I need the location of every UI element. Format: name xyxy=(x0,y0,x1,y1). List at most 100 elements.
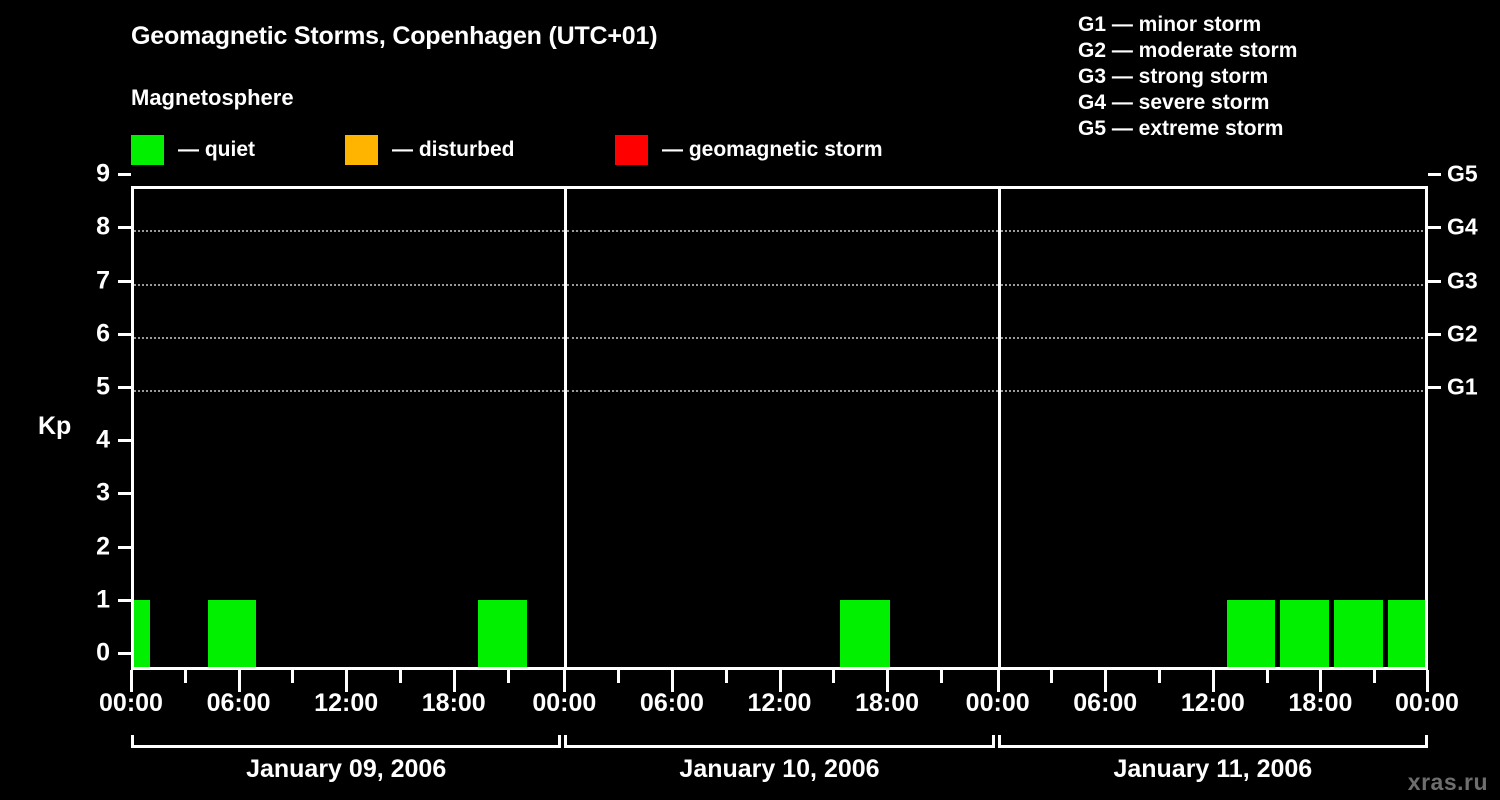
day-bracket xyxy=(564,745,995,748)
legend-heading: Magnetosphere xyxy=(131,85,294,110)
day-label: January 11, 2006 xyxy=(1113,755,1313,783)
x-tick-label: 06:00 xyxy=(206,689,271,717)
gridline-kp-7 xyxy=(567,283,998,286)
y-right-label-G5: G5 xyxy=(1447,160,1478,187)
y-tick-label-5: 5 xyxy=(96,372,110,401)
x-tick xyxy=(183,670,187,683)
x-tick xyxy=(1211,670,1215,692)
y-tick-label-9: 9 xyxy=(96,159,110,188)
x-tick xyxy=(886,670,890,692)
x-tick xyxy=(291,670,295,683)
y-tick-label-0: 0 xyxy=(96,638,110,667)
gridline-kp-5 xyxy=(134,390,565,392)
x-tick-label: 00:00 xyxy=(532,689,597,717)
x-tick-label: 18:00 xyxy=(421,689,486,717)
panel-separator xyxy=(564,189,568,667)
plot-panel-day-3 xyxy=(1000,189,1425,667)
day-bracket xyxy=(997,745,1428,748)
g-scale-row-g5: G5 — extreme storm xyxy=(1078,117,1284,140)
g-scale-row-g3: G3 — strong storm xyxy=(1078,65,1269,88)
x-tick-label: 12:00 xyxy=(1180,689,1245,717)
y-tick-1 xyxy=(118,598,131,602)
y-tick-label-6: 6 xyxy=(96,319,110,348)
y-right-label-G2: G2 xyxy=(1447,320,1478,347)
x-tick xyxy=(939,670,943,683)
y-right-tick-G2 xyxy=(1428,332,1441,336)
panel-separator xyxy=(997,189,1001,667)
y-tick-label-4: 4 xyxy=(96,425,110,454)
y-tick-6 xyxy=(118,332,131,336)
y-tick-3 xyxy=(118,492,131,496)
plot-panel-day-1 xyxy=(134,189,565,667)
y-tick-9 xyxy=(118,173,131,177)
legend-swatch-quiet xyxy=(131,135,164,165)
day-label: January 10, 2006 xyxy=(679,755,880,783)
x-tick xyxy=(1373,670,1377,683)
y-tick-0 xyxy=(118,652,131,655)
g-scale-row-g4: G4 — severe storm xyxy=(1078,91,1270,114)
gridline-kp-5 xyxy=(567,390,998,392)
y-tick-label-2: 2 xyxy=(96,532,110,561)
legend-label-geomagnetic-storm: — geomagnetic storm xyxy=(662,138,883,161)
y-tick-label-8: 8 xyxy=(96,212,110,241)
x-tick xyxy=(778,670,782,692)
gridline-kp-8 xyxy=(134,230,565,233)
day-bracket-cap xyxy=(1425,735,1428,748)
x-tick xyxy=(670,670,674,692)
x-tick xyxy=(1426,670,1429,692)
y-tick-4 xyxy=(118,439,131,443)
x-tick-label: 12:00 xyxy=(747,689,812,717)
gridline-kp-8 xyxy=(1000,230,1425,233)
gridline-kp-7 xyxy=(1000,283,1425,286)
x-tick xyxy=(1050,670,1054,683)
y-tick-label-3: 3 xyxy=(96,478,110,507)
y-right-label-G4: G4 xyxy=(1447,213,1478,240)
legend: — quiet — disturbed — geomagnetic storm xyxy=(131,134,1001,166)
day-bracket xyxy=(131,745,562,748)
y-tick-8 xyxy=(118,226,131,230)
y-tick-label-1: 1 xyxy=(96,585,110,614)
y-axis-title: Kp xyxy=(38,412,72,440)
y-tick-7 xyxy=(118,279,131,283)
x-tick xyxy=(724,670,728,683)
x-tick xyxy=(130,670,133,692)
plot-area xyxy=(131,186,1428,667)
x-tick-label: 18:00 xyxy=(855,689,920,717)
gridline-kp-6 xyxy=(134,336,565,339)
gridline-kp-6 xyxy=(567,336,998,339)
g-scale-row-g1: G1 — minor storm xyxy=(1078,13,1262,36)
bar-kp xyxy=(1280,599,1329,667)
page-title: Geomagnetic Storms, Copenhagen (UTC+01) xyxy=(131,22,658,50)
y-right-tick-G3 xyxy=(1428,279,1441,283)
x-tick xyxy=(398,670,402,683)
y-right-label-G1: G1 xyxy=(1447,373,1478,400)
x-tick-label: 06:00 xyxy=(1073,689,1138,717)
gridline-kp-7 xyxy=(134,283,565,286)
x-tick-label: 06:00 xyxy=(639,689,704,717)
x-axis-line xyxy=(131,667,1428,670)
legend-label-disturbed: — disturbed xyxy=(392,138,515,161)
x-tick xyxy=(563,670,567,692)
x-tick-label: 00:00 xyxy=(965,689,1030,717)
legend-item-geomagnetic-storm: — geomagnetic storm xyxy=(615,134,883,166)
day-label: January 09, 2006 xyxy=(246,755,447,783)
legend-item-quiet: — quiet xyxy=(131,134,255,166)
x-tick-label: 00:00 xyxy=(99,689,163,717)
legend-label-quiet: — quiet xyxy=(178,138,255,161)
day-bracket-cap xyxy=(997,735,1001,748)
bar-kp xyxy=(839,599,891,667)
day-bracket-cap xyxy=(564,735,568,748)
x-tick-label: 00:00 xyxy=(1395,689,1459,717)
gridline-kp-5 xyxy=(1000,390,1425,392)
x-tick xyxy=(1104,670,1108,692)
y-right-label-G3: G3 xyxy=(1447,267,1478,294)
x-tick xyxy=(617,670,621,683)
day-bracket-cap xyxy=(558,735,562,748)
y-right-tick-G5 xyxy=(1428,173,1441,177)
legend-swatch-geomagnetic-storm xyxy=(615,135,648,165)
y-right-tick-G4 xyxy=(1428,226,1441,230)
bar-kp xyxy=(1334,599,1383,667)
x-tick-label: 12:00 xyxy=(314,689,379,717)
bar-kp xyxy=(1226,599,1275,667)
gridline-kp-8 xyxy=(567,230,998,233)
